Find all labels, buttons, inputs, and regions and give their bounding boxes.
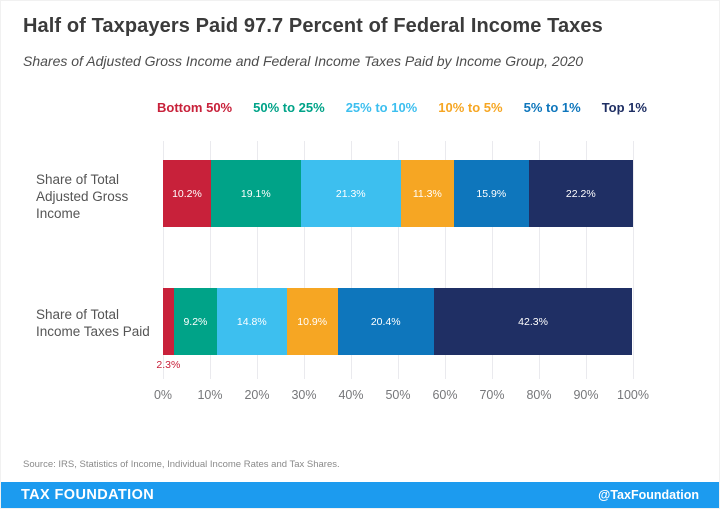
bar-value-label: 14.8% [236, 315, 267, 328]
chart-title: Half of Taxpayers Paid 97.7 Percent of F… [23, 15, 603, 37]
gridline [586, 141, 587, 379]
bar-value-label-outside: 2.3% [156, 359, 181, 371]
chart-subtitle: Shares of Adjusted Gross Income and Fede… [23, 53, 584, 69]
bar-value-label: 11.3% [412, 187, 442, 200]
bar-segment: 9.2% [173, 288, 218, 355]
bar-segment: 19.1% [210, 160, 301, 227]
legend: Bottom 50% 50% to 25% 25% to 10% 10% to 5% 5… [157, 100, 647, 115]
gridline [445, 141, 446, 379]
x-axis-tick: 80% [526, 388, 552, 402]
bar-segment: 20.4% [337, 288, 434, 355]
bar-value-label: 19.1% [240, 187, 271, 200]
stacked-bar-2: 9.2% 14.8% 10.9% 20.4% 42.3% [163, 288, 633, 355]
x-axis-tick: 40% [338, 388, 364, 402]
bar-value-label: 20.4% [370, 315, 401, 328]
bar-segment: 11.3% [400, 160, 454, 227]
legend-item-2: 50% to 25% [253, 100, 325, 115]
x-axis-tick: 30% [291, 388, 317, 402]
gridline [539, 141, 540, 379]
bar-value-label: 42.3% [518, 315, 548, 328]
bar-value-label: 9.2% [183, 315, 208, 328]
x-axis-tick: 70% [479, 388, 505, 402]
legend-item-1: Bottom 50% [157, 100, 233, 115]
bar-value-label: 22.2% [565, 187, 596, 200]
legend-item-4: 10% to 5% [438, 100, 503, 115]
x-axis-tick: 90% [573, 388, 599, 402]
bar-value-label: 10.9% [297, 315, 328, 328]
bar-segment: 10.2% [163, 160, 211, 227]
x-axis-tick: 20% [244, 388, 270, 402]
bar-segment [163, 288, 174, 355]
legend-item-6: Top 1% [601, 100, 647, 115]
legend-item-5: 5% to 1% [523, 100, 581, 115]
x-axis-tick: 50% [385, 388, 411, 402]
bar-value-label: 15.9% [476, 187, 507, 200]
stacked-bar-1: 10.2% 19.1% 21.3% 11.3% 15.9% 22.2% [163, 160, 633, 227]
legend-item-3: 25% to 10% [345, 100, 418, 115]
x-axis-tick: 0% [153, 388, 173, 402]
gridline [492, 141, 493, 379]
gridline [163, 141, 164, 379]
bar-segment: 15.9% [453, 160, 529, 227]
source-note: Source: IRS, Statistics of Income, Indiv… [23, 459, 340, 470]
bar-segment: 10.9% [286, 288, 338, 355]
gridline [398, 141, 399, 379]
x-axis-tick: 100% [617, 388, 649, 402]
bar-segment: 42.3% [433, 288, 633, 355]
gridline [351, 141, 352, 379]
bar-value-label: 21.3% [335, 187, 366, 200]
bar-segment: 22.2% [528, 160, 633, 227]
row-label-2: Share of Total Income Taxes Paid [36, 307, 150, 339]
gridline [257, 141, 258, 379]
x-axis-tick: 60% [432, 388, 458, 402]
bar-segment: 14.8% [217, 288, 287, 355]
twitter-handle[interactable]: @TaxFoundation [598, 488, 699, 502]
footer-bar: TAX FOUNDATION @TaxFoundation [1, 482, 719, 508]
row-label-1: Share of Total Adjusted Gross Income [36, 172, 129, 221]
plot-area: 10.2% 19.1% 21.3% 11.3% 15.9% 22.2% 2.3% 9.2% 14… [154, 141, 649, 402]
gridline [633, 141, 634, 379]
x-axis-tick: 10% [197, 388, 223, 402]
gridline [304, 141, 305, 379]
bar-value-label: 10.2% [172, 187, 202, 200]
brand-name: TAX FOUNDATION [21, 487, 155, 503]
bar-segment: 21.3% [300, 160, 401, 227]
gridline [210, 141, 211, 379]
